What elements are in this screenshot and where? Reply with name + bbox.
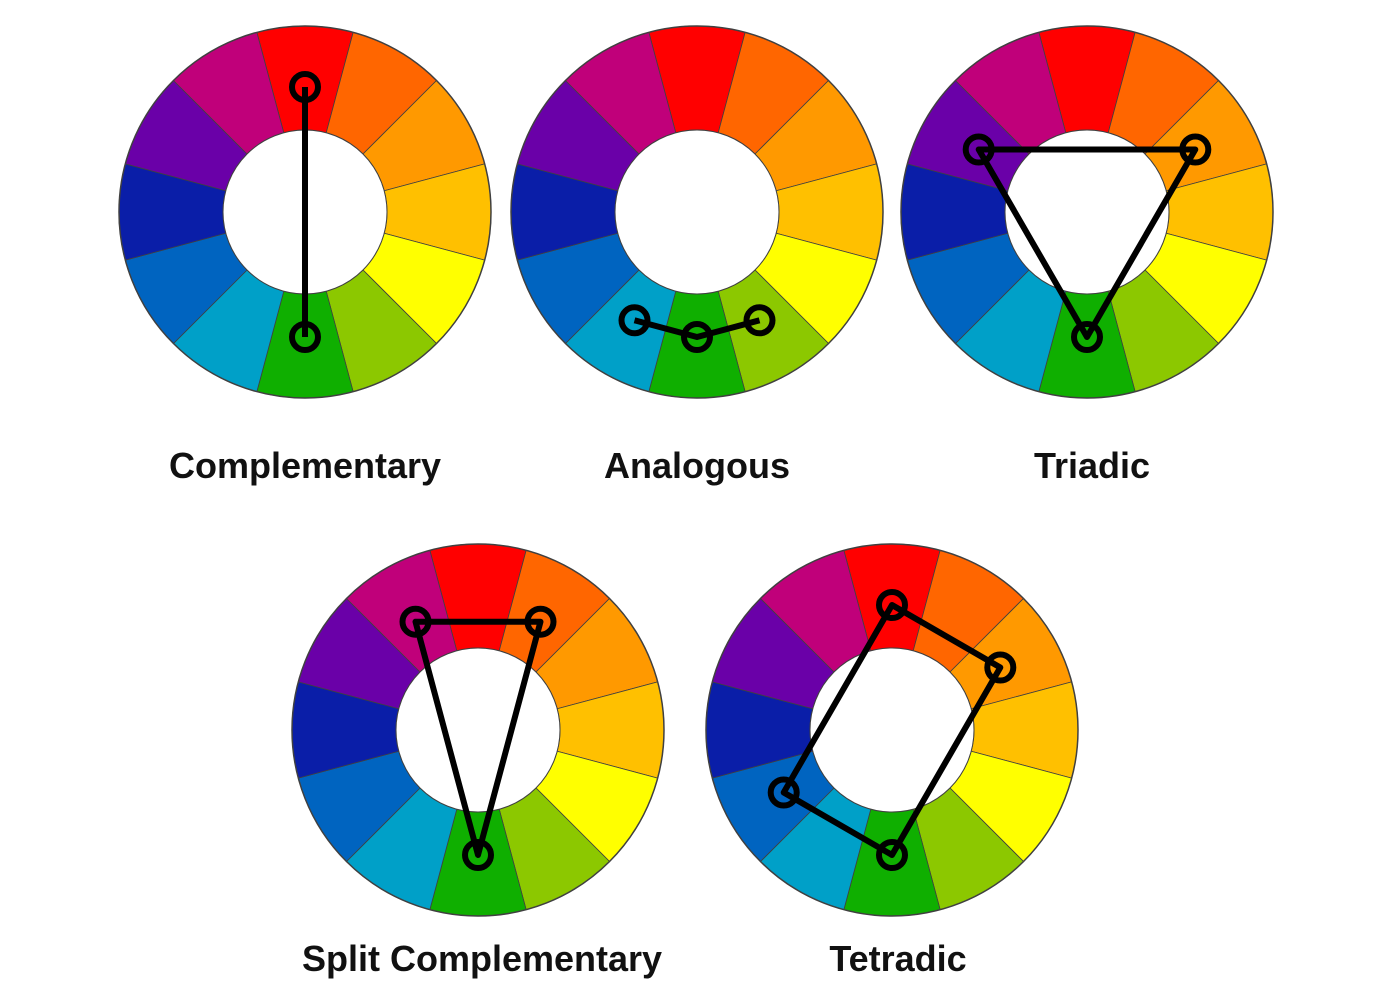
wheel-rim bbox=[510, 25, 884, 399]
wheel-complementary bbox=[118, 25, 492, 399]
harmony-marker-red-violet bbox=[399, 605, 432, 638]
harmony-connector bbox=[975, 146, 1199, 340]
harmony-marker-violet bbox=[962, 133, 995, 166]
wheel-center bbox=[1004, 129, 1170, 295]
harmony-connector bbox=[412, 618, 544, 858]
label-split-complementary: Split Complementary bbox=[302, 938, 662, 979]
harmony-connector bbox=[633, 317, 761, 340]
wheel-analogous bbox=[510, 25, 884, 399]
wheel-rim bbox=[291, 543, 665, 917]
harmony-marker-green bbox=[681, 321, 713, 353]
harmony-marker-blue-green bbox=[618, 304, 651, 337]
harmony-marker-yellow-green bbox=[743, 304, 776, 337]
label-complementary: Complementary bbox=[169, 445, 441, 486]
harmony-marker-green bbox=[876, 839, 908, 871]
harmony-marker-orange bbox=[984, 651, 1017, 684]
harmony-marker-green bbox=[462, 839, 494, 871]
label-tetradic: Tetradic bbox=[829, 938, 966, 979]
label-analogous: Analogous bbox=[604, 445, 790, 486]
harmony-connector bbox=[780, 602, 1004, 858]
label-triadic: Triadic bbox=[1034, 445, 1150, 486]
wheel-tetradic bbox=[705, 543, 1079, 917]
harmony-marker-red-orange bbox=[524, 605, 557, 638]
wheel-rim bbox=[705, 543, 1079, 917]
harmony-marker-blue bbox=[767, 776, 800, 809]
wheel-rim bbox=[118, 25, 492, 399]
wheel-triadic bbox=[900, 25, 1274, 399]
wheel-center bbox=[614, 129, 780, 295]
wheel-center bbox=[395, 647, 561, 813]
harmony-marker-red bbox=[876, 589, 908, 621]
wheel-rim bbox=[900, 25, 1274, 399]
harmony-marker-green bbox=[289, 321, 321, 353]
harmony-marker-orange bbox=[1179, 133, 1212, 166]
wheel-center bbox=[809, 647, 975, 813]
harmony-marker-red bbox=[289, 71, 321, 103]
wheel-split-complementary bbox=[291, 543, 665, 917]
harmony-marker-green bbox=[1071, 321, 1103, 353]
